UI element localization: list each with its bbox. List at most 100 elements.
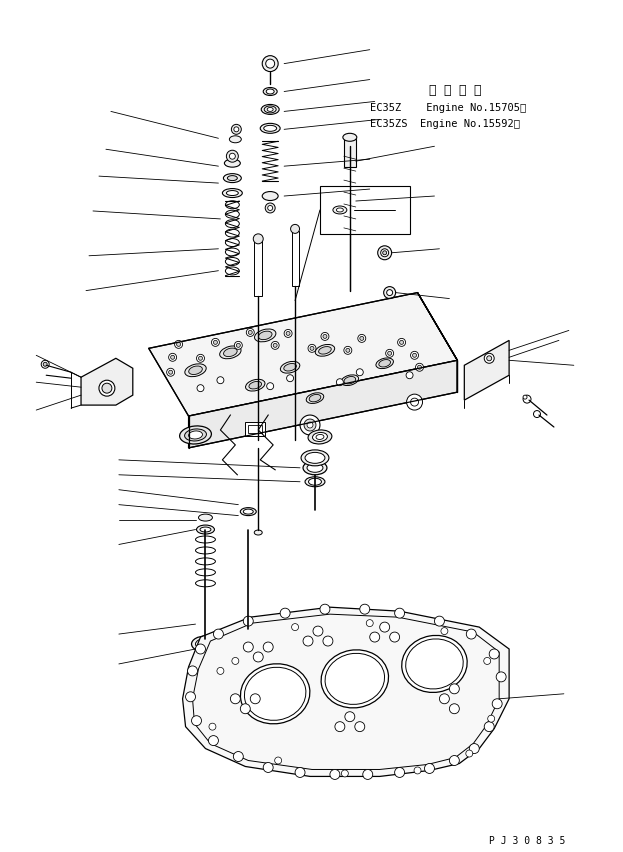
Ellipse shape [189, 431, 202, 439]
Ellipse shape [308, 430, 332, 444]
Ellipse shape [316, 435, 324, 440]
Circle shape [196, 644, 206, 654]
Circle shape [268, 205, 273, 210]
Circle shape [414, 767, 421, 774]
Ellipse shape [189, 366, 202, 375]
Circle shape [273, 343, 277, 348]
Circle shape [197, 385, 204, 392]
Polygon shape [464, 341, 509, 400]
Ellipse shape [313, 433, 328, 441]
Circle shape [254, 233, 263, 244]
Ellipse shape [309, 394, 321, 402]
Ellipse shape [321, 650, 389, 708]
Circle shape [417, 366, 422, 369]
Ellipse shape [308, 478, 321, 486]
Circle shape [533, 411, 541, 417]
Ellipse shape [267, 107, 273, 112]
Circle shape [416, 363, 424, 371]
Ellipse shape [325, 653, 384, 705]
Ellipse shape [376, 358, 393, 369]
Circle shape [174, 341, 183, 348]
Circle shape [483, 658, 491, 665]
Ellipse shape [284, 364, 297, 371]
Circle shape [379, 622, 389, 632]
Polygon shape [149, 292, 457, 416]
Circle shape [366, 619, 373, 626]
Circle shape [231, 694, 240, 704]
Circle shape [383, 250, 387, 255]
Circle shape [169, 354, 176, 361]
Circle shape [244, 616, 254, 626]
Circle shape [336, 378, 343, 386]
Ellipse shape [318, 347, 331, 354]
Circle shape [292, 624, 298, 630]
Circle shape [439, 694, 449, 704]
Circle shape [466, 750, 473, 757]
Circle shape [267, 383, 273, 389]
Circle shape [196, 354, 204, 362]
Ellipse shape [264, 106, 276, 113]
Circle shape [169, 371, 173, 374]
Circle shape [263, 763, 273, 773]
Ellipse shape [185, 364, 206, 377]
Circle shape [254, 652, 263, 662]
Ellipse shape [196, 547, 216, 554]
Circle shape [335, 722, 345, 732]
Circle shape [386, 349, 394, 357]
Circle shape [407, 394, 422, 410]
Circle shape [356, 369, 363, 376]
Circle shape [313, 626, 323, 636]
Polygon shape [417, 292, 457, 392]
Text: EC35ZS  Engine No.15592～: EC35ZS Engine No.15592～ [369, 119, 520, 130]
Ellipse shape [196, 569, 216, 576]
Circle shape [280, 608, 290, 619]
Ellipse shape [307, 463, 323, 472]
Circle shape [234, 342, 242, 349]
Ellipse shape [191, 636, 219, 652]
Circle shape [99, 380, 115, 396]
Circle shape [496, 672, 506, 682]
Ellipse shape [240, 636, 256, 641]
Circle shape [381, 249, 389, 256]
Circle shape [387, 290, 392, 296]
Circle shape [214, 341, 217, 344]
Circle shape [434, 616, 444, 626]
Text: 適 用 号 機: 適 用 号 機 [429, 83, 482, 96]
Ellipse shape [259, 331, 272, 340]
Circle shape [345, 711, 355, 722]
Circle shape [411, 351, 419, 360]
Circle shape [424, 763, 434, 774]
Circle shape [240, 704, 250, 714]
Bar [344, 139, 356, 167]
Circle shape [295, 768, 305, 777]
Ellipse shape [196, 638, 216, 649]
Ellipse shape [341, 375, 359, 386]
Polygon shape [81, 359, 133, 405]
Ellipse shape [224, 174, 241, 182]
Circle shape [469, 744, 479, 753]
Circle shape [265, 59, 275, 68]
Circle shape [250, 694, 260, 704]
Circle shape [199, 356, 202, 360]
Bar [292, 231, 299, 285]
Circle shape [484, 354, 494, 363]
Ellipse shape [249, 382, 262, 389]
Ellipse shape [196, 558, 216, 565]
Ellipse shape [240, 508, 256, 515]
Circle shape [363, 769, 373, 780]
Ellipse shape [333, 206, 347, 214]
Bar [245, 422, 265, 436]
Circle shape [244, 642, 254, 652]
Circle shape [284, 330, 292, 337]
Circle shape [290, 224, 300, 233]
Circle shape [399, 341, 404, 344]
Ellipse shape [244, 667, 306, 720]
Circle shape [346, 348, 350, 353]
Circle shape [323, 636, 333, 646]
Ellipse shape [336, 208, 343, 212]
Circle shape [358, 335, 366, 343]
Ellipse shape [229, 135, 241, 143]
Bar [320, 186, 409, 233]
Circle shape [211, 338, 219, 347]
Ellipse shape [220, 346, 241, 359]
